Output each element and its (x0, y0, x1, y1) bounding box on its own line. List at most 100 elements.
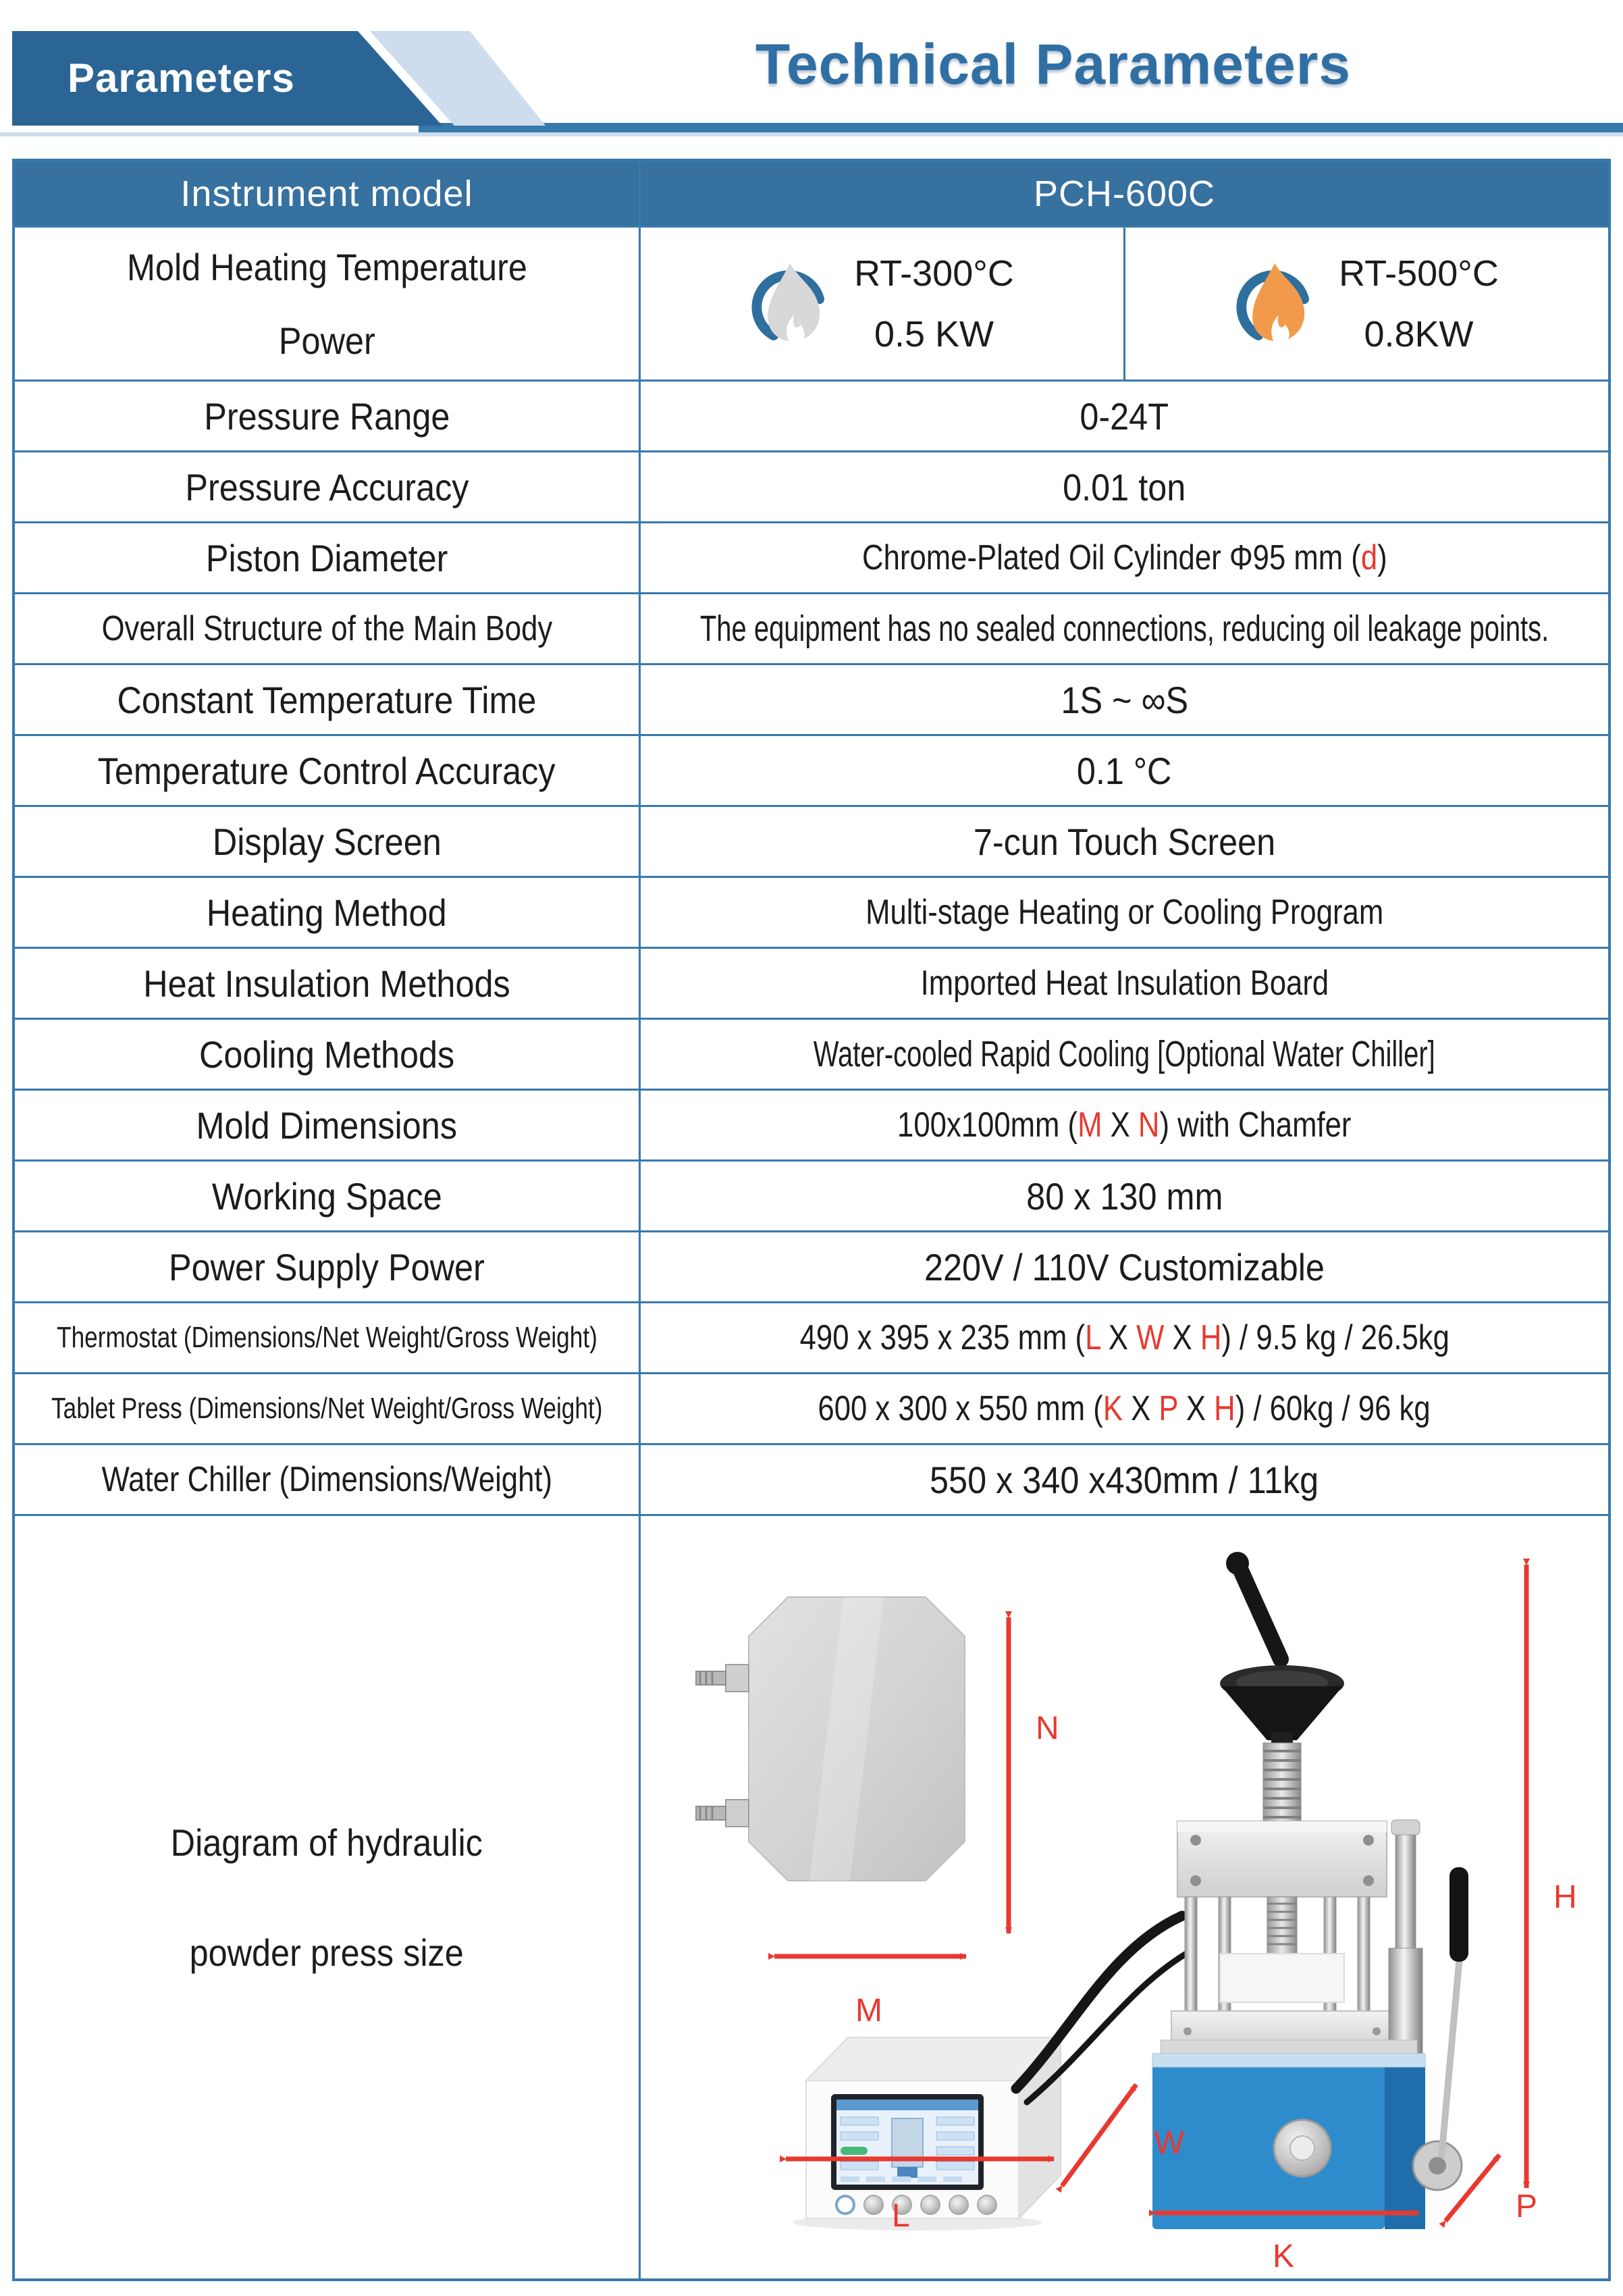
table-row: Piston Diameter Chrome-Plated Oil Cylind… (15, 523, 1608, 594)
spec-value-cell: The equipment has no sealed connections,… (641, 594, 1608, 663)
row-label: Thermostat (Dimensions/Net Weight/Gross … (56, 1321, 597, 1354)
spec-label-cell: Piston Diameter (15, 523, 641, 592)
table-row: Constant Temperature Time 1S ~ ∞S (15, 665, 1608, 736)
row-label: Power Supply Power (169, 1245, 485, 1288)
mold-plate-illustration (695, 1596, 965, 1881)
value-text: 600 x 300 x 550 mm ( (818, 1389, 1104, 1428)
spec-value-cell: 7-cun Touch Screen (641, 807, 1608, 876)
table-row: Working Space 80 x 130 mm (15, 1162, 1608, 1232)
banner-underbar (419, 123, 1623, 132)
value-text: Water-cooled Rapid Cooling [Optional Wat… (814, 1034, 1435, 1074)
value-text: X (1123, 1389, 1159, 1428)
value-text: The equipment has no sealed connections,… (699, 608, 1549, 649)
heating-label-cell: Mold Heating Temperature Power (15, 228, 641, 380)
row-value: 0-24T (1080, 394, 1169, 438)
value-text: 1S ~ ∞S (1061, 678, 1188, 721)
cable-illustration (1011, 1910, 1190, 2106)
value-text: 100x100mm ( (897, 1105, 1078, 1145)
banner-tab (12, 31, 442, 126)
spec-label-cell: Thermostat (Dimensions/Net Weight/Gross … (15, 1303, 641, 1372)
row-label: Constant Temperature Time (117, 678, 537, 721)
table-row: Display Screen 7-cun Touch Screen (15, 807, 1608, 878)
value-text: ) (1377, 538, 1387, 577)
table-row: Water Chiller (Dimensions/Weight) 550 x … (15, 1445, 1608, 1516)
spec-value-cell: Chrome-Plated Oil Cylinder Φ95 mm (d) (641, 523, 1608, 592)
header-cell-model-value: PCH-600C (641, 161, 1608, 226)
spec-value-cell: Water-cooled Rapid Cooling [Optional Wat… (641, 1020, 1608, 1089)
banner-underline (0, 132, 1623, 136)
diagram-label-line2: powder press size (189, 1931, 464, 1974)
diagram-label-cell: Diagram of hydraulic powder press size (15, 1516, 641, 2278)
value-text: Multi-stage Heating or Cooling Program (865, 893, 1384, 932)
value-text: Imported Heat Insulation Board (920, 964, 1329, 1003)
spec-value-cell: 100x100mm (M X N) with Chamfer (641, 1091, 1608, 1159)
value-highlight: d (1360, 538, 1377, 577)
dim-label-H: H (1553, 1879, 1577, 1915)
spec-value-cell: 0-24T (641, 382, 1608, 450)
dim-label-M: M (855, 1993, 882, 2029)
dimension-arrow-P: P (1439, 2153, 1537, 2228)
spec-label-cell: Constant Temperature Time (15, 665, 641, 734)
value-highlight: N (1138, 1105, 1160, 1145)
row-label: Mold Dimensions (196, 1103, 458, 1147)
spec-value-cell: Multi-stage Heating or Cooling Program (641, 878, 1608, 947)
page-title: Technical Parameters (755, 32, 1352, 96)
table-row: Tablet Press (Dimensions/Net Weight/Gros… (15, 1374, 1608, 1445)
spec-label-cell: Pressure Range (15, 382, 641, 450)
spec-label-cell: Display Screen (15, 807, 641, 876)
dim-label-N: N (1036, 1711, 1059, 1746)
value-highlight: H (1214, 1389, 1236, 1428)
spec-label-cell: Temperature Control Accuracy (15, 736, 641, 805)
value-text: X (1164, 1318, 1200, 1357)
row-value: 220V / 110V Customizable (924, 1245, 1325, 1289)
row-value: 490 x 395 x 235 mm (L X W X H) / 9.5 kg … (799, 1317, 1449, 1358)
banner-label: Parameters (68, 55, 295, 101)
row-value: 7-cun Touch Screen (974, 820, 1275, 864)
row-value: 550 x 340 x430mm / 11kg (930, 1458, 1319, 1502)
value-highlight: H (1200, 1318, 1222, 1357)
heating-power-500: 0.8KW (1364, 313, 1474, 355)
spec-table: Instrument model PCH-600C Mold Heating T… (12, 159, 1611, 2281)
row-label: Overall Structure of the Main Body (101, 609, 552, 648)
dim-label-P: P (1516, 2189, 1537, 2224)
row-value: The equipment has no sealed connections,… (700, 608, 1549, 650)
heating-label-line1: Mold Heating Temperature (126, 245, 527, 288)
value-text: X (1100, 1318, 1136, 1357)
spec-value-cell: 80 x 130 mm (641, 1162, 1608, 1230)
dimension-arrow-M: M (768, 1953, 967, 2029)
heating-power-row: Mold Heating Temperature Power RT-300°C … (15, 228, 1608, 382)
row-label: Piston Diameter (205, 536, 448, 579)
dimension-arrow-H: H (1523, 1559, 1577, 2189)
table-row: Cooling Methods Water-cooled Rapid Cooli… (15, 1020, 1608, 1091)
press-size-diagram: N M H L W (695, 1552, 1577, 2274)
value-text: 550 x 340 x430mm / 11kg (930, 1458, 1319, 1501)
dimension-arrow-N: N (1005, 1611, 1059, 1934)
value-text: 490 x 395 x 235 mm ( (799, 1318, 1085, 1357)
value-highlight: K (1103, 1389, 1123, 1428)
row-label: Temperature Control Accuracy (98, 749, 556, 792)
dim-label-K: K (1273, 2239, 1294, 2274)
spec-value-cell: 1S ~ ∞S (641, 665, 1608, 734)
row-label: Display Screen (212, 820, 442, 863)
heating-option-300: RT-300°C 0.5 KW (641, 228, 1125, 380)
value-text: 7-cun Touch Screen (973, 820, 1276, 863)
table-header-row: Instrument model PCH-600C (15, 161, 1608, 228)
spec-value-cell: 490 x 395 x 235 mm (L X W X H) / 9.5 kg … (641, 1303, 1608, 1372)
row-value: Chrome-Plated Oil Cylinder Φ95 mm (d) (862, 538, 1387, 578)
heating-option-500: RT-500°C 0.8KW (1125, 228, 1608, 380)
table-row: Pressure Accuracy 0.01 ton (15, 452, 1608, 523)
dim-label-W: W (1154, 2125, 1185, 2161)
value-text: ) / 60kg / 96 kg (1235, 1389, 1431, 1428)
row-value: 600 x 300 x 550 mm (K X P X H) / 60kg / … (818, 1388, 1431, 1429)
value-text: 0.01 ton (1063, 465, 1186, 508)
dimension-arrow-L: L (780, 2156, 1055, 2234)
spec-label-cell: Pressure Accuracy (15, 452, 641, 521)
value-text: 0-24T (1080, 394, 1169, 438)
heating-power-300: 0.5 KW (874, 313, 994, 355)
table-row: Heat Insulation Methods Imported Heat In… (15, 949, 1608, 1020)
value-text: Chrome-Plated Oil Cylinder Φ95 mm ( (861, 538, 1361, 577)
spec-value-cell: 220V / 110V Customizable (641, 1232, 1608, 1301)
dimension-arrow-W: W (1055, 2083, 1185, 2193)
header-cell-model-label: Instrument model (15, 161, 641, 226)
heating-temp-500: RT-500°C (1339, 253, 1499, 294)
